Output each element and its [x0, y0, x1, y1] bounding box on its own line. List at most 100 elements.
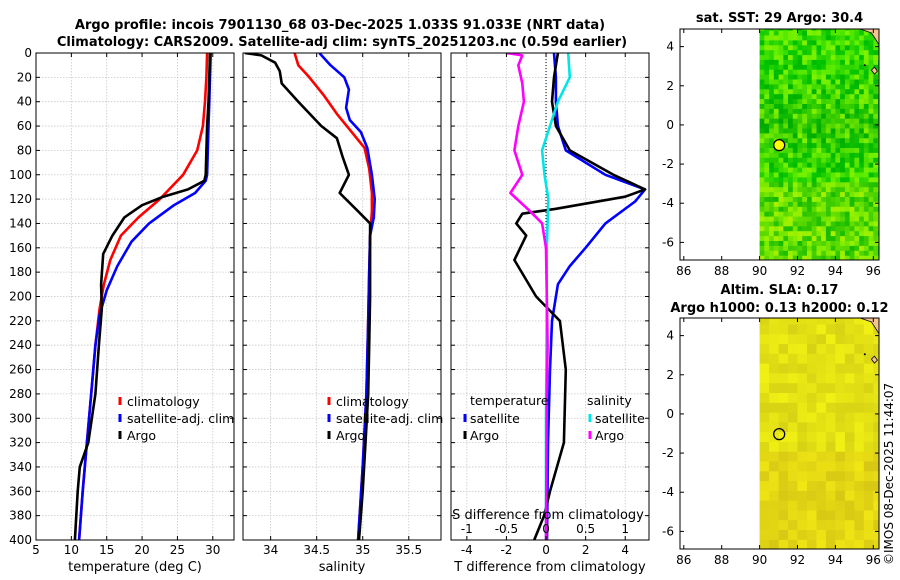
- heatmap-cell: [788, 93, 794, 100]
- heatmap-cell: [788, 245, 794, 251]
- heatmap-cell: [788, 181, 794, 188]
- heatmap-cell: [863, 137, 870, 144]
- heatmap-cell: [797, 196, 803, 202]
- heatmap-cell: [807, 162, 813, 168]
- heatmap-cell: [769, 402, 780, 413]
- heatmap-cell: [868, 225, 874, 232]
- heatmap-cell: [807, 421, 818, 433]
- heatmap-cell: [873, 88, 879, 95]
- heatmap-cell: [868, 152, 874, 158]
- heatmap-cell: [807, 132, 813, 139]
- heatmap-cell: [835, 460, 846, 472]
- heatmap-cell: [816, 39, 822, 46]
- heatmap-cell: [825, 137, 832, 144]
- heatmap-cell: [835, 181, 841, 188]
- heatmap-cell: [769, 421, 780, 433]
- y-tick-label: -6: [662, 235, 674, 249]
- heatmap-cell: [821, 39, 827, 46]
- heatmap-cell: [773, 49, 780, 56]
- heatmap-cell: [844, 470, 855, 482]
- heatmap-cell: [778, 323, 789, 335]
- heatmap-cell: [816, 343, 827, 354]
- heatmap-cell: [840, 69, 846, 75]
- heatmap-cell: [797, 250, 803, 256]
- heatmap-cell: [797, 412, 808, 423]
- heatmap-cell: [825, 44, 832, 51]
- heatmap-cell: [821, 211, 827, 217]
- heatmap-cell: [854, 431, 865, 442]
- heatmap-cell: [764, 30, 770, 36]
- heatmap-cell: [811, 88, 817, 95]
- heatmap-cell: [764, 127, 770, 134]
- heatmap-cell: [764, 225, 770, 232]
- heatmap-cell: [811, 59, 817, 65]
- heatmap-cell: [854, 421, 865, 433]
- heatmap-cell: [797, 470, 808, 482]
- heatmap-cell: [863, 323, 874, 335]
- heatmap-cell: [849, 103, 855, 109]
- heatmap-cell: [811, 103, 817, 109]
- heatmap-cell: [759, 171, 765, 178]
- heatmap-cell: [764, 34, 770, 41]
- heatmap-cell: [849, 54, 855, 60]
- heatmap-cell: [840, 220, 846, 227]
- heatmap-cell: [859, 201, 865, 207]
- heatmap-cell: [759, 54, 765, 60]
- heatmap-cell: [873, 167, 879, 173]
- heatmap-cell: [863, 539, 874, 549]
- heatmap-cell: [844, 392, 855, 403]
- heatmap-cell: [859, 245, 865, 251]
- heatmap-cell: [835, 421, 846, 433]
- heatmap-cell: [821, 137, 827, 144]
- heatmap-cell: [844, 103, 851, 109]
- heatmap-cell: [778, 34, 784, 41]
- heatmap-cell: [802, 240, 808, 246]
- heatmap-cell: [778, 250, 784, 256]
- heatmap-cell: [797, 500, 808, 511]
- heatmap-cell: [854, 167, 860, 173]
- heatmap-cell: [792, 103, 799, 109]
- heatmap-cell: [825, 431, 836, 442]
- heatmap-cell: [868, 216, 874, 222]
- heatmap-cell: [788, 421, 799, 433]
- heatmap-cell: [863, 402, 874, 413]
- heatmap-cell: [835, 152, 841, 158]
- heatmap-cell: [835, 132, 841, 139]
- heatmap-cell: [797, 480, 808, 491]
- heatmap-cell: [844, 431, 855, 442]
- heatmap-cell: [849, 93, 855, 100]
- heatmap-cell: [778, 83, 784, 90]
- heatmap-cell: [811, 201, 817, 207]
- heatmap-cell: [835, 142, 841, 148]
- heatmap-cell: [844, 490, 855, 501]
- heatmap-cell: [759, 123, 765, 129]
- heatmap-cell: [873, 59, 879, 65]
- heatmap-cell: [854, 152, 860, 158]
- heatmap-cell: [849, 162, 855, 168]
- heatmap-cell: [816, 118, 822, 124]
- heatmap-cell: [764, 39, 770, 46]
- heatmap-cell: [792, 225, 799, 232]
- heatmap-cell: [873, 441, 879, 452]
- heatmap-cell: [816, 152, 822, 158]
- y-tick-label: 80: [17, 143, 32, 157]
- heatmap-cell: [759, 186, 765, 193]
- heatmap-cell: [792, 206, 799, 212]
- heatmap-cell: [769, 64, 775, 70]
- heatmap-cell: [807, 353, 818, 364]
- heatmap-cell: [788, 186, 794, 193]
- x-tick-label: 10: [64, 543, 79, 557]
- heatmap-cell: [830, 186, 836, 193]
- heatmap-cell: [859, 88, 865, 95]
- heatmap-cell: [873, 142, 879, 148]
- heatmap-cell: [840, 34, 846, 41]
- heatmap-cell: [816, 220, 822, 227]
- heatmap-cell: [859, 171, 865, 178]
- heatmap-cell: [868, 142, 874, 148]
- heatmap-cell: [863, 176, 870, 183]
- heatmap-cell: [778, 132, 784, 139]
- heatmap-cell: [759, 118, 765, 124]
- heatmap-cell: [792, 245, 799, 251]
- heatmap-cell: [811, 83, 817, 90]
- heatmap-cell: [854, 162, 860, 168]
